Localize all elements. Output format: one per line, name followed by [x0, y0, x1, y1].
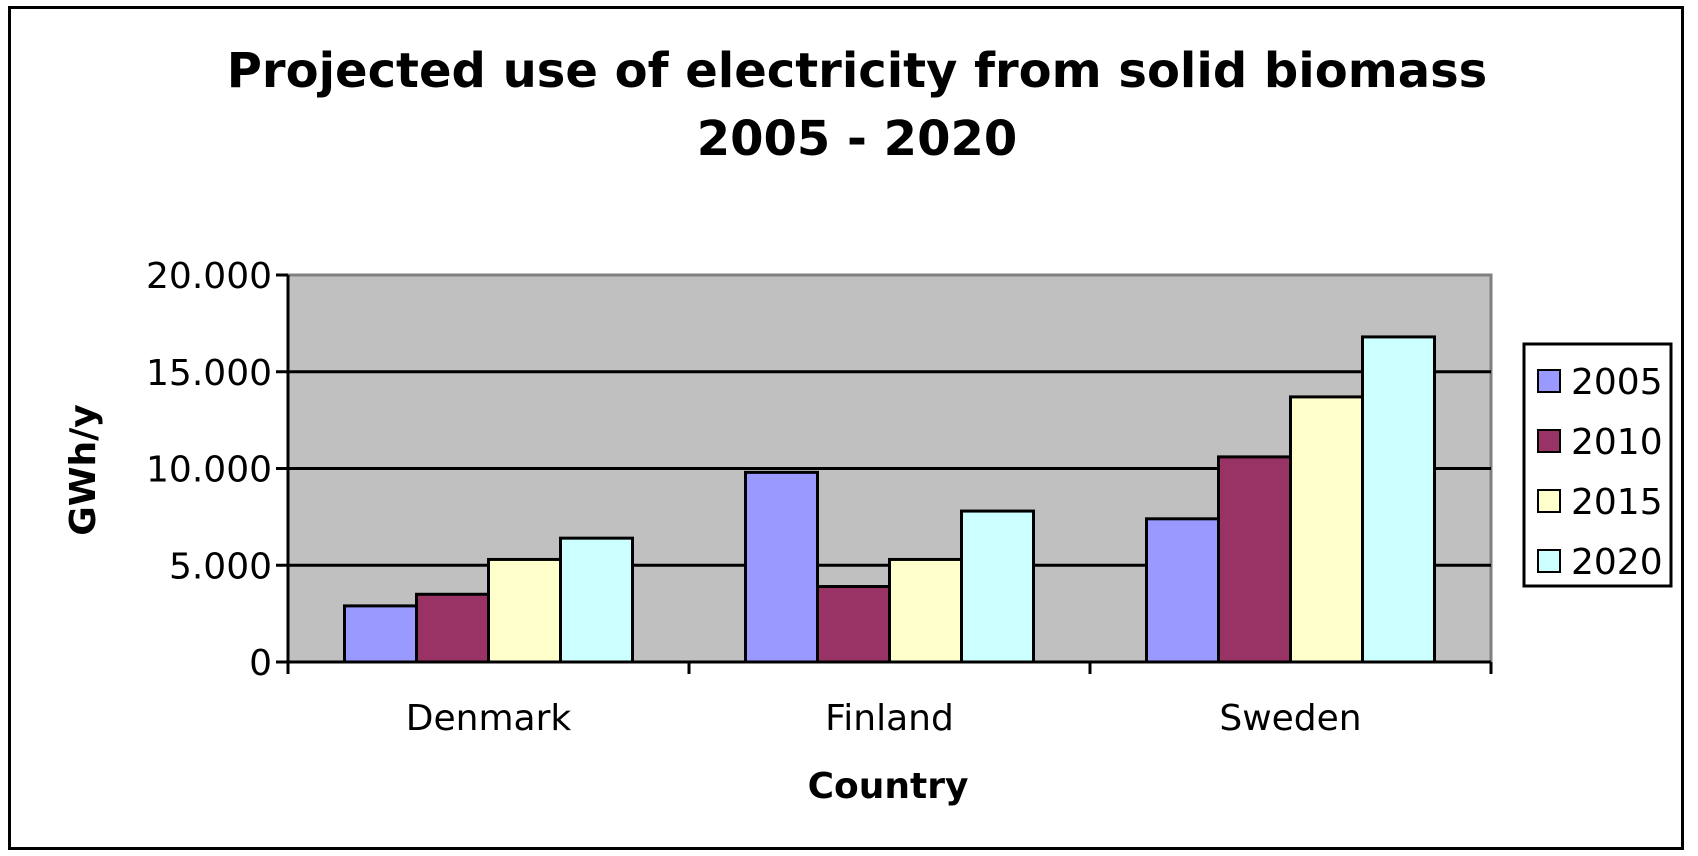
- y-tick-labels: 0 5.000 10.000 15.000 20.000: [146, 256, 272, 684]
- bar-sweden-2005: [1145, 517, 1220, 664]
- legend-swatch-2005: [1537, 369, 1561, 393]
- y-tick-label: 0: [249, 643, 272, 684]
- y-axis-label: GWh/y: [63, 404, 104, 536]
- bar-finland-2020: [960, 509, 1035, 664]
- axes: [276, 273, 1493, 674]
- bar-finland-2010: [816, 585, 891, 664]
- legend-swatch-2010: [1537, 429, 1561, 453]
- legend-swatch-2020: [1537, 549, 1561, 573]
- bar-denmark-2005: [343, 604, 418, 664]
- legend-label-2015: 2015: [1571, 482, 1663, 523]
- x-axis-label: Country: [808, 766, 969, 807]
- bar-finland-2005: [744, 470, 819, 664]
- bar-denmark-2020: [559, 536, 634, 664]
- x-tick-label-denmark: Denmark: [406, 698, 572, 739]
- legend-label-2020: 2020: [1571, 542, 1663, 583]
- legend-label-2010: 2010: [1571, 422, 1663, 463]
- legend: 2005 2010 2015 2020: [1522, 342, 1673, 588]
- y-tick-label: 10.000: [146, 450, 272, 491]
- bar-sweden-2015: [1289, 395, 1364, 664]
- x-tick-labels: Denmark Finland Sweden: [406, 698, 1362, 739]
- legend-label-2005: 2005: [1571, 362, 1663, 403]
- bar-sweden-2010: [1217, 455, 1292, 664]
- legend-swatch-2015: [1537, 489, 1561, 513]
- bar-finland-2015: [888, 557, 963, 664]
- x-tick-label-finland: Finland: [825, 698, 954, 739]
- chart-title-line-2: 2005 - 2020: [697, 111, 1018, 167]
- chart-title-line-1: Projected use of electricity from solid …: [227, 43, 1488, 99]
- bar-sweden-2020: [1361, 335, 1436, 664]
- y-tick-label: 5.000: [169, 546, 272, 587]
- x-tick-label-sweden: Sweden: [1219, 698, 1361, 739]
- bar-denmark-2010: [415, 592, 490, 664]
- y-tick-label: 15.000: [146, 353, 272, 394]
- bars: [343, 335, 1436, 664]
- bar-denmark-2015: [487, 557, 562, 664]
- y-tick-label: 20.000: [146, 256, 272, 297]
